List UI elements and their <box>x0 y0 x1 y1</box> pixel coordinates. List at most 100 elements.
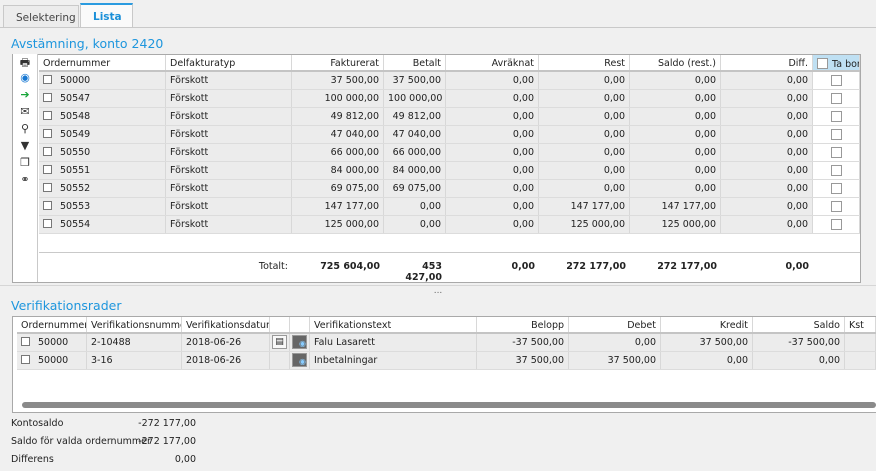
column-header[interactable] <box>290 317 310 332</box>
column-header[interactable]: Avräknat <box>446 55 539 70</box>
export-icon[interactable]: ➔ <box>20 88 30 101</box>
table-row[interactable]: 50550 Förskott 66 000,00 66 000,00 0,00 0,00 0… <box>39 144 860 162</box>
cell: 0,00 <box>721 126 813 143</box>
expand-icon[interactable] <box>43 147 52 156</box>
cell: -37 500,00 <box>753 334 845 351</box>
order-number: 50000 <box>60 75 91 86</box>
cell: Förskott <box>166 90 292 107</box>
eye-icon[interactable]: ◉ <box>20 71 30 84</box>
table-row[interactable]: 50547 Förskott 100 000,00 100 000,00 0,00 0,0… <box>39 90 860 108</box>
expand-icon[interactable] <box>43 219 52 228</box>
document-icon[interactable]: ▤ <box>272 335 287 349</box>
cell: 0,00 <box>539 180 630 197</box>
view-voucher-icon[interactable]: ◉ <box>292 335 307 349</box>
cell[interactable] <box>813 180 860 197</box>
cell: 0,00 <box>384 216 446 233</box>
column-header[interactable]: Ordernummer <box>39 55 166 70</box>
column-header[interactable]: Debet <box>569 317 661 332</box>
remove-checkbox[interactable] <box>830 147 842 158</box>
cell[interactable] <box>813 216 860 233</box>
copy-icon[interactable]: ❐ <box>20 156 30 169</box>
cell: 125 000,00 <box>630 216 721 233</box>
cell: 37 500,00 <box>384 72 446 89</box>
column-header[interactable]: Verifikationsnummer <box>87 317 182 332</box>
table-row[interactable]: 50552 Förskott 69 075,00 69 075,00 0,00 0,00 0… <box>39 180 860 198</box>
cell: 50000 <box>17 334 87 351</box>
cell[interactable] <box>813 126 860 143</box>
cell[interactable] <box>813 162 860 179</box>
cell: 50553 <box>39 198 166 215</box>
cell: 0,00 <box>446 90 539 107</box>
link-icon[interactable]: ⚭ <box>20 173 30 186</box>
cell: Förskott <box>166 216 292 233</box>
view-voucher-icon[interactable]: ◉ <box>292 353 307 367</box>
column-header[interactable]: Saldo <box>753 317 845 332</box>
order-number: 50550 <box>60 147 91 158</box>
total-cell: 0,00 <box>511 261 535 272</box>
order-number: 50551 <box>60 165 91 176</box>
column-header[interactable]: Kredit <box>661 317 753 332</box>
cell[interactable] <box>813 72 860 89</box>
total-cell <box>39 261 166 282</box>
column-header[interactable]: Verifikationstext <box>310 317 477 332</box>
cell[interactable] <box>813 90 860 107</box>
tab-selektering[interactable]: Selektering <box>3 5 79 28</box>
printer-icon[interactable]: 🖶 <box>19 56 31 69</box>
cell: 47 040,00 <box>292 126 384 143</box>
remove-checkbox[interactable] <box>830 93 842 104</box>
search-icon[interactable]: ⚲ <box>20 122 30 135</box>
column-header[interactable]: Rest <box>539 55 630 70</box>
remove-checkbox[interactable] <box>830 183 842 194</box>
column-header[interactable]: Verifikationsdatum <box>182 317 270 332</box>
table-row[interactable]: 50551 Förskott 84 000,00 84 000,00 0,00 0,00 0… <box>39 162 860 180</box>
expand-icon[interactable] <box>43 75 52 84</box>
table-row[interactable]: 50549 Förskott 47 040,00 47 040,00 0,00 0,00 0… <box>39 126 860 144</box>
splitter-handle[interactable]: ... <box>0 285 876 297</box>
cell: 37 500,00 <box>661 334 753 351</box>
table-row[interactable]: 50554 Förskott 125 000,00 0,00 0,00 125 000,0… <box>39 216 860 234</box>
table-row[interactable]: 50000 3-16 2018-06-26 ◉ Inbetalningar 37 500,… <box>17 352 876 370</box>
expand-icon[interactable] <box>43 165 52 174</box>
column-header[interactable]: Saldo (rest.) <box>630 55 721 70</box>
expand-icon[interactable] <box>21 337 30 346</box>
expand-icon[interactable] <box>43 201 52 210</box>
filter-icon[interactable]: ▼ <box>20 139 30 152</box>
column-header[interactable] <box>270 317 290 332</box>
cell: 125 000,00 <box>292 216 384 233</box>
remove-checkbox[interactable] <box>830 219 842 230</box>
column-header[interactable]: Diff. <box>721 55 813 70</box>
expand-icon[interactable] <box>43 111 52 120</box>
expand-icon[interactable] <box>21 355 30 364</box>
remove-checkbox[interactable] <box>830 201 842 212</box>
table-row[interactable]: 50553 Förskott 147 177,00 0,00 0,00 147 177,0… <box>39 198 860 216</box>
tab-lista[interactable]: Lista <box>80 3 133 28</box>
remove-checkbox[interactable] <box>830 75 842 86</box>
table-row[interactable]: 50548 Förskott 49 812,00 49 812,00 0,00 0,00 0… <box>39 108 860 126</box>
cell[interactable] <box>813 108 860 125</box>
cell[interactable] <box>813 198 860 215</box>
remove-checkbox[interactable] <box>830 111 842 122</box>
cell[interactable] <box>813 144 860 161</box>
column-header[interactable]: Ta bort <box>813 55 860 70</box>
column-header[interactable]: Belopp <box>477 317 569 332</box>
cell: 84 000,00 <box>292 162 384 179</box>
column-header[interactable]: Delfakturatyp <box>166 55 292 70</box>
cell: 2018-06-26 <box>182 352 270 369</box>
remove-checkbox[interactable] <box>830 165 842 176</box>
column-header[interactable]: Kst <box>845 317 876 332</box>
expand-icon[interactable] <box>43 183 52 192</box>
column-header[interactable]: Fakturerat <box>292 55 384 70</box>
expand-icon[interactable] <box>43 93 52 102</box>
cell: 0,00 <box>630 144 721 161</box>
column-header[interactable]: Betalt <box>384 55 446 70</box>
expand-icon[interactable] <box>43 129 52 138</box>
table-row[interactable]: 50000 Förskott 37 500,00 37 500,00 0,00 0,00 0… <box>39 72 860 90</box>
column-header[interactable]: Ordernummer <box>17 317 87 332</box>
cell: 37 500,00 <box>477 352 569 369</box>
select-all-checkbox[interactable] <box>817 58 828 69</box>
horizontal-scrollbar[interactable] <box>22 402 876 408</box>
remove-checkbox[interactable] <box>830 129 842 140</box>
table-row[interactable]: 50000 2-10488 2018-06-26 ▤ ◉ Falu Lasarett -37… <box>17 334 876 352</box>
cell: 50554 <box>39 216 166 233</box>
mail-icon[interactable]: ✉ <box>20 105 30 118</box>
